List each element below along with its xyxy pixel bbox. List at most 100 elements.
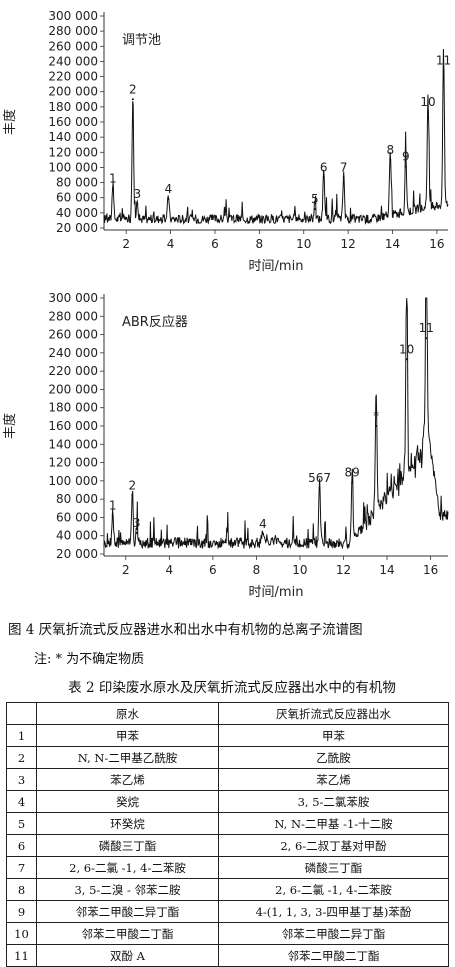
y-tick-label: 300 000 — [48, 291, 98, 305]
y-tick-label: 60 000 — [56, 191, 98, 205]
peak-point — [131, 494, 134, 497]
x-tick-label: 16 — [429, 237, 444, 251]
signal-trace — [103, 297, 449, 550]
peak-point — [135, 531, 138, 534]
y-tick-label: 40 000 — [56, 206, 98, 220]
table-row: 4 癸烷 3, 5-二氯苯胺 — [6, 790, 449, 813]
influent-compound-cell: 甲苯 — [36, 724, 219, 747]
effluent-compound-cell: 2, 6-二氯 -1, 4-二苯胺 — [218, 878, 449, 901]
x-tick-label: 4 — [165, 563, 173, 577]
effluent-compound-cell: 磷酸三丁酯 — [218, 856, 449, 879]
peak-label: * — [373, 409, 379, 423]
peak-label: 4 — [165, 182, 173, 196]
y-tick-label: 180 000 — [48, 401, 98, 415]
y-tick-label: 260 000 — [48, 39, 98, 53]
peak-label: 5 — [311, 192, 319, 206]
y-tick-label: 120 000 — [48, 145, 98, 159]
y-tick-label: 280 000 — [48, 24, 98, 38]
peak-label: 567 — [308, 471, 331, 485]
peak-label: 10 — [420, 95, 435, 109]
y-tick-label: 200 000 — [48, 85, 98, 99]
peak-label: 4 — [259, 517, 267, 531]
x-tick-label: 2 — [122, 563, 130, 577]
y-tick-label: 100 000 — [48, 474, 98, 488]
y-tick-label: 180 000 — [48, 100, 98, 114]
y-tick-label: 80 000 — [56, 492, 98, 506]
x-tick-label: 16 — [423, 563, 438, 577]
influent-compound-cell: 双酚 A — [36, 944, 219, 967]
peak-label: 2 — [128, 478, 136, 492]
peak-point — [442, 69, 445, 72]
y-tick-label: 260 000 — [48, 328, 98, 342]
column-header — [6, 702, 37, 725]
y-tick-label: 200 000 — [48, 382, 98, 396]
x-tick-label: 4 — [167, 237, 175, 251]
table-row: 1 甲苯 甲苯 — [6, 724, 449, 747]
row-index-cell: 7 — [6, 856, 37, 879]
x-axis-label: 时间/min — [249, 585, 304, 600]
effluent-compound-cell: 邻苯二甲酸二丁酯 — [218, 944, 449, 967]
table-row: 9 邻苯二甲酸二异丁酯 4-(1, 1, 3, 3-四甲基丁基)苯酚 — [6, 900, 449, 923]
y-tick-label: 220 000 — [48, 364, 98, 378]
effluent-compound-cell: 3, 5-二氯苯胺 — [218, 790, 449, 813]
column-header: 原水 — [36, 702, 219, 725]
influent-compound-cell: N, N-二甲基乙酰胺 — [36, 746, 219, 769]
column-header: 厌氧折流式反应器出水 — [218, 702, 449, 725]
y-tick-label: 140 000 — [48, 130, 98, 144]
table-row: 3 苯乙烯 苯乙烯 — [6, 768, 449, 791]
influent-compound-cell: 苯乙烯 — [36, 768, 219, 791]
peak-point — [425, 337, 428, 340]
y-tick-label: 80 000 — [56, 176, 98, 190]
peak-label: 10 — [399, 342, 414, 356]
peak-point — [322, 176, 325, 179]
y-tick-label: 300 000 — [48, 9, 98, 23]
x-tick-label: 12 — [336, 563, 351, 577]
table-header-row: 原水 厌氧折流式反应器出水 — [6, 702, 449, 725]
table-row: 10 邻苯二甲酸二丁酯 邻苯二甲酸二异丁酯 — [6, 922, 449, 945]
x-tick-label: 2 — [122, 237, 130, 251]
chart-title: ABR反应器 — [122, 314, 188, 330]
row-index-cell: 8 — [6, 878, 37, 901]
effluent-compound-cell: N, N-二甲基 -1-十二胺 — [218, 812, 449, 835]
row-index-cell: 4 — [6, 790, 37, 813]
peak-label: 3 — [133, 516, 141, 530]
x-tick-label: 6 — [211, 237, 219, 251]
y-axis-label: 丰度 — [2, 413, 18, 439]
y-tick-label: 220 000 — [48, 70, 98, 84]
x-tick-label: 6 — [209, 563, 217, 577]
peak-point — [131, 98, 134, 101]
x-tick-label: 10 — [292, 563, 307, 577]
peak-label: 2 — [129, 82, 137, 96]
x-tick-label: 8 — [256, 237, 264, 251]
table-title: 表 2 印染废水原水及厌氧折流式反应器出水中的有机物 — [68, 680, 396, 696]
x-tick-label: 14 — [379, 563, 394, 577]
x-tick-label: 14 — [385, 237, 400, 251]
influent-compound-cell: 癸烷 — [36, 790, 219, 813]
peak-point — [111, 187, 114, 190]
figure-caption: 图 4 厌氧折流式反应器进水和出水中有机物的总离子流谱图 — [8, 622, 363, 638]
x-tick-label: 12 — [340, 237, 355, 251]
peak-point — [427, 111, 430, 114]
row-index-cell: 9 — [6, 900, 37, 923]
peak-point — [389, 158, 392, 161]
influent-compound-cell: 邻苯二甲酸二异丁酯 — [36, 900, 219, 923]
peak-label: 1 — [109, 499, 117, 513]
signal-trace — [103, 48, 449, 225]
peak-label: 11 — [436, 54, 451, 68]
influent-compound-cell: 2, 6-二氯 -1, 4-二苯胺 — [36, 856, 219, 879]
peak-label: 11 — [419, 321, 434, 335]
peak-label: 3 — [133, 187, 141, 201]
row-index-cell: 10 — [6, 922, 37, 945]
x-tick-label: 10 — [296, 237, 311, 251]
effluent-compound-cell: 苯乙烯 — [218, 768, 449, 791]
row-index-cell: 11 — [6, 944, 37, 967]
row-index-cell: 3 — [6, 768, 37, 791]
influent-compound-cell: 邻苯二甲酸二丁酯 — [36, 922, 219, 945]
y-tick-label: 240 000 — [48, 54, 98, 68]
peak-label: 89 — [345, 466, 360, 480]
peak-point — [111, 514, 114, 517]
table-row: 11 双酚 A 邻苯二甲酸二丁酯 — [6, 944, 449, 967]
influent-compound-cell: 3, 5-二溴 - 邻苯二胺 — [36, 878, 219, 901]
